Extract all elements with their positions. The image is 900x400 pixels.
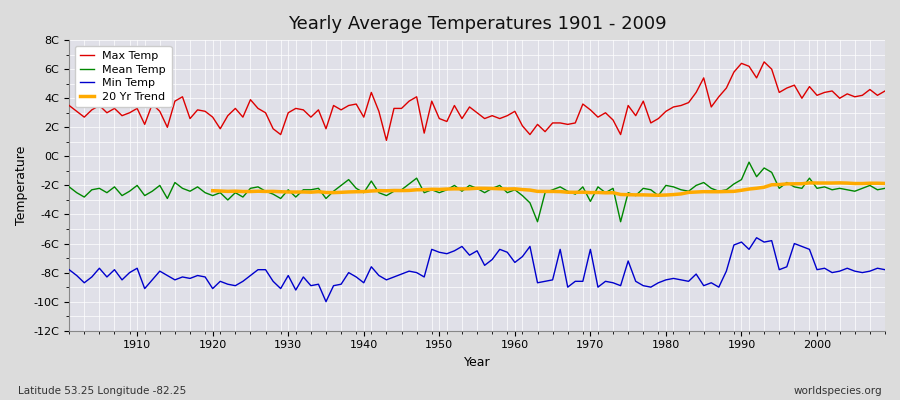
X-axis label: Year: Year: [464, 356, 490, 369]
20 Yr Trend: [683, 190, 694, 195]
20 Yr Trend: [207, 188, 218, 193]
Min Temp: [291, 288, 302, 292]
Mean Temp: [743, 160, 754, 164]
Min Temp: [752, 235, 762, 240]
Max Temp: [517, 124, 527, 128]
Max Temp: [879, 88, 890, 93]
Min Temp: [320, 299, 331, 304]
Legend: Max Temp, Mean Temp, Min Temp, 20 Yr Trend: Max Temp, Mean Temp, Min Temp, 20 Yr Tre…: [75, 46, 172, 107]
Line: 20 Yr Trend: 20 Yr Trend: [212, 183, 885, 195]
Text: worldspecies.org: worldspecies.org: [794, 386, 882, 396]
Line: Max Temp: Max Temp: [69, 62, 885, 140]
Mean Temp: [509, 187, 520, 192]
Y-axis label: Temperature: Temperature: [15, 146, 28, 225]
Mean Temp: [124, 189, 135, 194]
Mean Temp: [532, 219, 543, 224]
Max Temp: [336, 108, 346, 112]
Mean Temp: [879, 186, 890, 191]
Min Temp: [517, 254, 527, 259]
Mean Temp: [336, 183, 346, 188]
Min Temp: [879, 267, 890, 272]
Max Temp: [64, 103, 75, 108]
Mean Temp: [502, 190, 513, 195]
20 Yr Trend: [865, 181, 876, 186]
20 Yr Trend: [804, 180, 814, 185]
Max Temp: [608, 118, 618, 122]
Title: Yearly Average Temperatures 1901 - 2009: Yearly Average Temperatures 1901 - 2009: [288, 15, 666, 33]
Max Temp: [759, 60, 769, 64]
Mean Temp: [291, 195, 302, 200]
Line: Mean Temp: Mean Temp: [69, 162, 885, 222]
Max Temp: [291, 106, 302, 111]
20 Yr Trend: [879, 181, 890, 186]
20 Yr Trend: [411, 187, 422, 192]
Text: Latitude 53.25 Longitude -82.25: Latitude 53.25 Longitude -82.25: [18, 386, 186, 396]
Max Temp: [509, 109, 520, 114]
Min Temp: [64, 267, 75, 272]
Max Temp: [124, 110, 135, 115]
20 Yr Trend: [774, 182, 785, 187]
Mean Temp: [64, 184, 75, 189]
20 Yr Trend: [298, 190, 309, 194]
Max Temp: [381, 138, 392, 143]
Mean Temp: [608, 186, 618, 191]
20 Yr Trend: [653, 193, 664, 198]
Line: Min Temp: Min Temp: [69, 238, 885, 302]
20 Yr Trend: [789, 182, 800, 186]
Min Temp: [509, 260, 520, 265]
Min Temp: [608, 280, 618, 285]
Min Temp: [343, 270, 354, 275]
Min Temp: [124, 270, 135, 275]
